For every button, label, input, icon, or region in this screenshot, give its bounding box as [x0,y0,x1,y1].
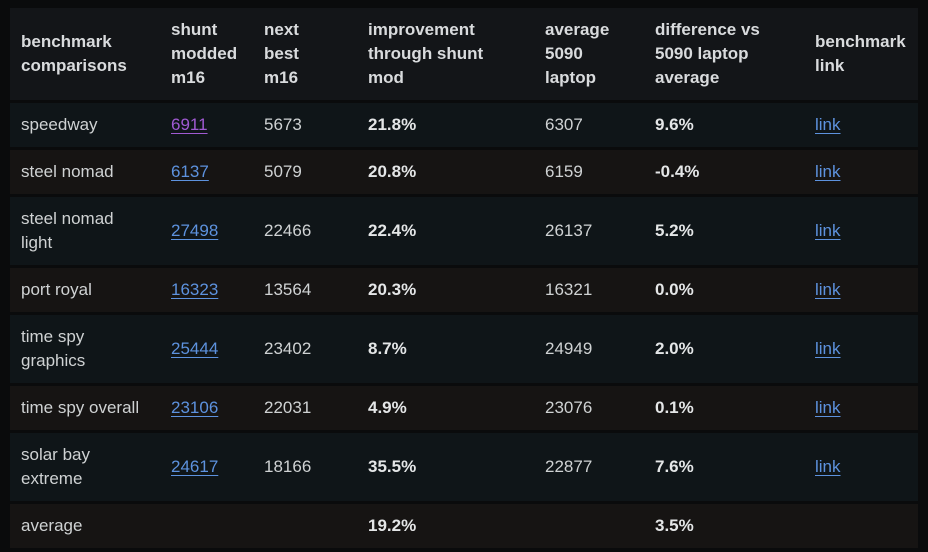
cell-average-5090-laptop: 16321 [534,268,644,312]
column-header-next-best-m16: next best m16 [253,8,357,100]
cell-benchmark-link: link [804,103,918,147]
cell-improvement: 22.4% [357,197,534,265]
column-header-benchmark: benchmark comparisons [10,8,160,100]
table-row: port royal 16323 13564 20.3% 16321 0.0% link [10,268,918,312]
cell-next-best-m16: 5673 [253,103,357,147]
table-row: average 19.2% 3.5% [10,504,918,548]
cell-average-5090-laptop: 26137 [534,197,644,265]
shunt-modded-m16-link[interactable]: 6911 [171,115,208,134]
cell-difference-vs-average: 7.6% [644,433,804,501]
cell-next-best-m16: 22031 [253,386,357,430]
shunt-modded-m16-link[interactable]: 6137 [171,162,209,181]
cell-average-5090-laptop [534,504,644,548]
cell-average-5090-laptop: 22877 [534,433,644,501]
benchmark-table: benchmark comparisons shunt modded m16 nex… [10,5,918,551]
benchmark-link-link[interactable]: link [815,162,841,181]
cell-benchmark: time spy graphics [10,315,160,383]
cell-difference-vs-average: 3.5% [644,504,804,548]
table-row: speedway 6911 5673 21.8% 6307 9.6% link [10,103,918,147]
column-header-shunt-modded-m16: shunt modded m16 [160,8,253,100]
shunt-modded-m16-link[interactable]: 16323 [171,280,219,299]
cell-shunt-modded-m16: 6137 [160,150,253,194]
cell-benchmark-link: link [804,197,918,265]
column-header-benchmark-link: benchmark link [804,8,918,100]
cell-difference-vs-average: -0.4% [644,150,804,194]
table-row: steel nomad 6137 5079 20.8% 6159 -0.4% link [10,150,918,194]
cell-improvement: 35.5% [357,433,534,501]
cell-next-best-m16: 23402 [253,315,357,383]
benchmark-link-link[interactable]: link [815,115,841,134]
cell-average-5090-laptop: 6159 [534,150,644,194]
cell-shunt-modded-m16: 27498 [160,197,253,265]
column-header-average-5090-laptop: average 5090 laptop [534,8,644,100]
cell-average-5090-laptop: 6307 [534,103,644,147]
cell-difference-vs-average: 0.0% [644,268,804,312]
cell-improvement: 20.8% [357,150,534,194]
column-header-improvement: improvement through shunt mod [357,8,534,100]
cell-average-5090-laptop: 23076 [534,386,644,430]
header-row: benchmark comparisons shunt modded m16 nex… [10,8,918,100]
cell-benchmark: time spy overall [10,386,160,430]
cell-shunt-modded-m16: 6911 [160,103,253,147]
shunt-modded-m16-link[interactable]: 25444 [171,339,219,358]
cell-next-best-m16: 18166 [253,433,357,501]
benchmark-link-link[interactable]: link [815,221,841,240]
cell-improvement: 20.3% [357,268,534,312]
shunt-modded-m16-link[interactable]: 23106 [171,398,219,417]
benchmark-link-link[interactable]: link [815,398,841,417]
table-row: time spy overall 23106 22031 4.9% 23076 0.1% l… [10,386,918,430]
cell-benchmark-link: link [804,315,918,383]
cell-average-5090-laptop: 24949 [534,315,644,383]
cell-benchmark: average [10,504,160,548]
cell-benchmark: speedway [10,103,160,147]
table-row: steel nomad light 27498 22466 22.4% 26137 5.2… [10,197,918,265]
cell-difference-vs-average: 9.6% [644,103,804,147]
cell-improvement: 4.9% [357,386,534,430]
cell-improvement: 8.7% [357,315,534,383]
table-body: speedway 6911 5673 21.8% 6307 9.6% link steel n… [10,103,918,548]
benchmark-link-link[interactable]: link [815,457,841,476]
cell-benchmark-link: link [804,268,918,312]
table-row: time spy graphics 25444 23402 8.7% 24949 2.0%… [10,315,918,383]
cell-benchmark-link [804,504,918,548]
benchmark-link-link[interactable]: link [815,339,841,358]
cell-improvement: 19.2% [357,504,534,548]
cell-shunt-modded-m16: 16323 [160,268,253,312]
cell-next-best-m16: 13564 [253,268,357,312]
cell-difference-vs-average: 0.1% [644,386,804,430]
shunt-modded-m16-link[interactable]: 24617 [171,457,219,476]
cell-next-best-m16: 22466 [253,197,357,265]
cell-shunt-modded-m16: 25444 [160,315,253,383]
cell-shunt-modded-m16: 23106 [160,386,253,430]
cell-shunt-modded-m16: 24617 [160,433,253,501]
cell-next-best-m16: 5079 [253,150,357,194]
cell-benchmark-link: link [804,150,918,194]
cell-difference-vs-average: 2.0% [644,315,804,383]
cell-benchmark-link: link [804,386,918,430]
cell-benchmark: port royal [10,268,160,312]
cell-improvement: 21.8% [357,103,534,147]
cell-difference-vs-average: 5.2% [644,197,804,265]
shunt-modded-m16-link[interactable]: 27498 [171,221,219,240]
benchmark-link-link[interactable]: link [815,280,841,299]
cell-next-best-m16 [253,504,357,548]
cell-shunt-modded-m16 [160,504,253,548]
cell-benchmark: steel nomad [10,150,160,194]
column-header-difference-vs-average: difference vs 5090 laptop average [644,8,804,100]
cell-benchmark: solar bay extreme [10,433,160,501]
cell-benchmark: steel nomad light [10,197,160,265]
cell-benchmark-link: link [804,433,918,501]
table-row: solar bay extreme 24617 18166 35.5% 22877 7.6… [10,433,918,501]
